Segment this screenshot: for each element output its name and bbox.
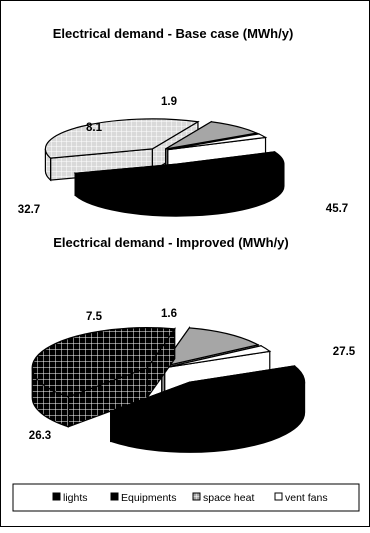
- data-label-equipments: 32.7: [18, 204, 40, 216]
- slice-top-face: [165, 121, 259, 150]
- chart-2-title: Electrical demand - Improved (MWh/y): [53, 235, 289, 250]
- slice-top-face: [73, 151, 285, 195]
- legend: lights Equipments space heat vent fans: [12, 483, 360, 512]
- legend-swatch: [192, 492, 201, 501]
- legend-swatch: [110, 492, 119, 501]
- pie-chart-improved: 27.5 26.3 7.5 1.6: [29, 308, 356, 453]
- slice-top-face: [164, 345, 272, 369]
- slice-top-face: [31, 327, 176, 398]
- slice-top-face: [44, 118, 200, 159]
- legend-item-lights: lights: [52, 492, 88, 504]
- data-label-lights: 45.7: [326, 203, 348, 215]
- data-label-space-heat: 8.1: [86, 122, 103, 134]
- pie-slice-lights: [108, 365, 306, 453]
- legend-swatch: [274, 492, 283, 501]
- data-label-equipments: 26.3: [29, 430, 51, 442]
- pie-chart-base: 45.7 32.7 8.1 1.9: [18, 96, 348, 217]
- data-label-vent-fans: 1.9: [161, 96, 177, 108]
- legend-item-equipments: Equipments: [110, 492, 176, 504]
- slice-top-face: [160, 327, 260, 368]
- data-label-lights: 27.5: [333, 346, 356, 358]
- slice-top-face: [167, 133, 268, 151]
- slice-top-face: [108, 365, 306, 423]
- pie-slice-equipments: [31, 326, 176, 428]
- chart-1-title: Electrical demand - Base case (MWh/y): [53, 26, 294, 41]
- legend-item-vent-fans: vent fans: [274, 492, 328, 504]
- legend-swatch: [52, 492, 61, 501]
- pie-slice-equipments: [44, 118, 200, 182]
- pie-slice-lights: [73, 151, 285, 217]
- legend-label: vent fans: [285, 492, 328, 504]
- legend-label: Equipments: [121, 492, 176, 504]
- data-label-vent-fans: 1.6: [161, 308, 177, 320]
- data-label-space-heat: 7.5: [86, 311, 103, 323]
- legend-label: space heat: [203, 492, 254, 504]
- legend-box: [12, 483, 360, 512]
- legend-label: lights: [63, 492, 88, 504]
- legend-item-space-heat: space heat: [192, 492, 254, 504]
